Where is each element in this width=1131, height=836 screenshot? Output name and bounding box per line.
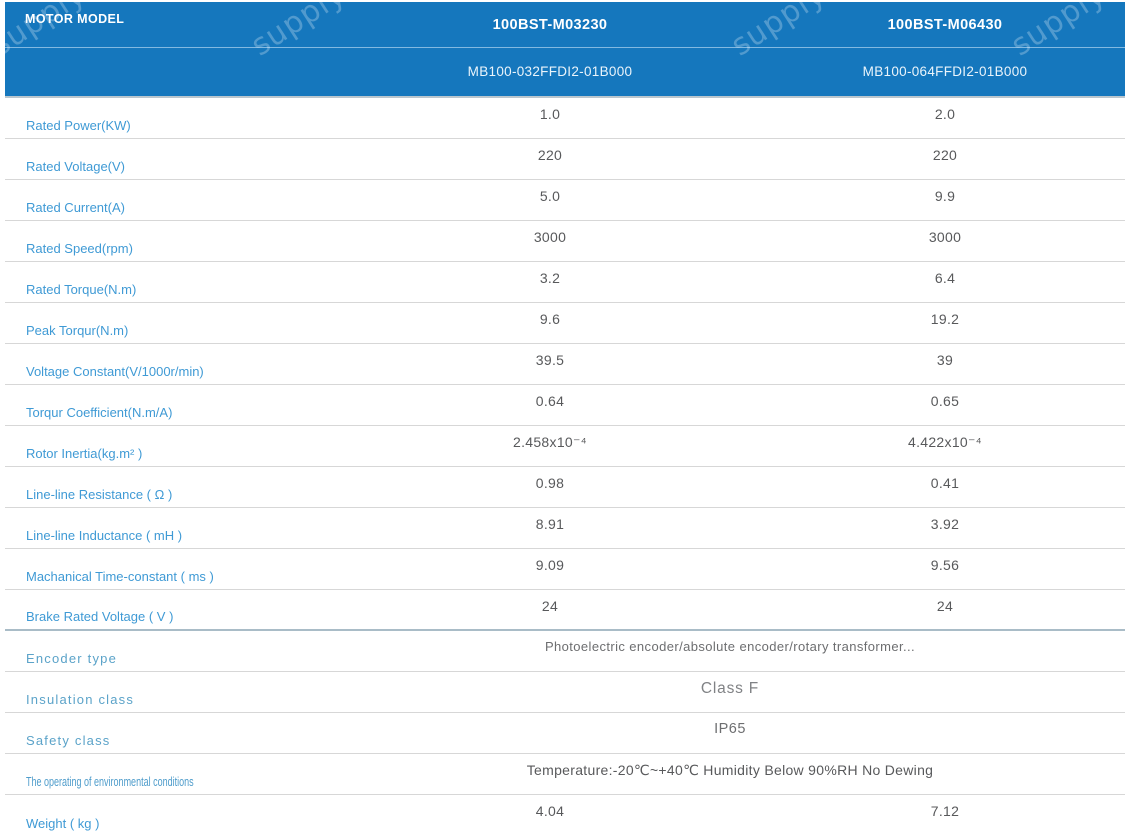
header-corner-cell <box>5 48 335 95</box>
spec-value-col1: 3.2 <box>539 270 561 286</box>
spec-value-col2: 24 <box>936 598 954 614</box>
spec-value-col1: 0.64 <box>535 393 565 409</box>
spec-label: Rotor Inertia(kg.m² ) <box>26 446 143 461</box>
table-header: supply-auto.cosupply-auto.cosupply-auto.… <box>5 2 1125 96</box>
spec-value-col2: 19.2 <box>930 311 960 327</box>
spec-value-col2: 2.0 <box>934 106 956 122</box>
motor-model-label: MOTOR MODEL <box>25 12 125 26</box>
spec-value-col1: 4.04 <box>535 803 565 819</box>
spec-value-col2: 4.422x10⁻⁴ <box>907 434 982 450</box>
part-number-col2: MB100-064FFDI2-01B000 <box>862 64 1028 79</box>
spec-label: The operating of environmental condition… <box>26 775 194 789</box>
spec-value-col1: 9.09 <box>535 557 565 573</box>
spec-value-col1: 9.6 <box>539 311 561 327</box>
spec-value-col1: 24 <box>541 598 559 614</box>
model-name-col2: 100BST-M06430 <box>887 16 1003 33</box>
spec-value-col2: 9.56 <box>930 557 960 573</box>
spec-row: Weight ( kg ) 4.04 7.12 <box>5 795 1125 836</box>
spec-label: Voltage Constant(V/1000r/min) <box>26 364 204 379</box>
spec-value-col2: 9.9 <box>934 188 956 204</box>
spec-row: Rated Torque(N.m) 3.2 6.4 <box>5 262 1125 303</box>
spec-label: Rated Current(A) <box>26 200 125 215</box>
spec-row: Rated Current(A) 5.0 9.9 <box>5 180 1125 221</box>
spec-value-col1: 1.0 <box>539 106 561 122</box>
spec-label: Line-line Resistance ( Ω ) <box>26 487 173 502</box>
spec-value-span: Temperature:-20℃~+40℃ Humidity Below 90%… <box>526 762 934 778</box>
header-model-row: 100BST-M03230 100BST-M06430 <box>5 2 1125 48</box>
spec-value-col2: 3.92 <box>930 516 960 532</box>
spec-value-col1: 39.5 <box>535 352 565 368</box>
spec-label: Rated Torque(N.m) <box>26 282 137 297</box>
spec-row: Brake Rated Voltage ( V ) 24 24 <box>5 590 1125 631</box>
spec-value-col2: 0.41 <box>930 475 960 491</box>
spec-row: The operating of environmental condition… <box>5 754 1125 795</box>
spec-value-span: IP65 <box>714 721 746 737</box>
spec-row: Rated Speed(rpm) 3000 3000 <box>5 221 1125 262</box>
spec-value-col2: 39 <box>936 352 954 368</box>
spec-value-col1: 0.98 <box>535 475 565 491</box>
spec-row: Machanical Time-constant ( ms ) 9.09 9.56 <box>5 549 1125 590</box>
spec-value-col1: 3000 <box>533 229 567 245</box>
spec-label: Safety class <box>26 733 111 748</box>
header-part-row: MB100-032FFDI2-01B000 MB100-064FFDI2-01B… <box>5 48 1125 95</box>
spec-row: Line-line Inductance ( mH ) 8.91 3.92 <box>5 508 1125 549</box>
spec-value-col1: 220 <box>537 147 563 163</box>
spec-value-col2: 7.12 <box>930 803 960 819</box>
spec-row: Line-line Resistance ( Ω ) 0.98 0.41 <box>5 467 1125 508</box>
spec-label: Brake Rated Voltage ( V ) <box>26 609 174 624</box>
spec-label: Machanical Time-constant ( ms ) <box>26 569 214 584</box>
spec-row: Encoder type Photoelectric encoder/absolu… <box>5 631 1125 672</box>
part-number-col1: MB100-032FFDI2-01B000 <box>467 64 633 79</box>
spec-label: Insulation class <box>26 692 135 707</box>
spec-row: Torqur Coefficient(N.m/A) 0.64 0.65 <box>5 385 1125 426</box>
spec-value-col1: 2.458x10⁻⁴ <box>512 434 587 450</box>
model-name-col1: 100BST-M03230 <box>492 16 608 33</box>
spec-row: Voltage Constant(V/1000r/min) 39.5 39 <box>5 344 1125 385</box>
spec-label: Rated Power(KW) <box>26 118 131 133</box>
spec-value-span: Class F <box>700 680 760 697</box>
spec-row: Rotor Inertia(kg.m² ) 2.458x10⁻⁴ 4.422x10⁻… <box>5 426 1125 467</box>
spec-label: Torqur Coefficient(N.m/A) <box>26 405 173 420</box>
spec-row: Peak Torqur(N.m) 9.6 19.2 <box>5 303 1125 344</box>
spec-value-col2: 0.65 <box>930 393 960 409</box>
header-corner-spacer <box>5 2 335 47</box>
spec-label: Rated Speed(rpm) <box>26 241 133 256</box>
spec-label: Weight ( kg ) <box>26 816 100 831</box>
spec-label: Line-line Inductance ( mH ) <box>26 528 183 543</box>
spec-row: Rated Voltage(V) 220 220 <box>5 139 1125 180</box>
spec-label: Encoder type <box>26 651 118 666</box>
spec-label: Rated Voltage(V) <box>26 159 126 174</box>
spec-value-col2: 6.4 <box>934 270 956 286</box>
spec-label: Peak Torqur(N.m) <box>26 323 129 338</box>
spec-value-col1: 8.91 <box>535 516 565 532</box>
spec-row: Safety class IP65 <box>5 713 1125 754</box>
spec-value-col1: 5.0 <box>539 188 561 204</box>
spec-row: Rated Power(KW) 1.0 2.0 <box>5 98 1125 139</box>
spec-row: Insulation class Class F <box>5 672 1125 713</box>
spec-value-span: Photoelectric encoder/absolute encoder/r… <box>544 639 916 654</box>
spec-value-col2: 3000 <box>928 229 962 245</box>
motor-spec-table: supply-auto.cosupply-auto.cosupply-auto.… <box>5 2 1125 834</box>
table-body: Rated Power(KW) 1.0 2.0 Rated Voltage(V) 220… <box>5 96 1125 836</box>
spec-value-col2: 220 <box>932 147 958 163</box>
